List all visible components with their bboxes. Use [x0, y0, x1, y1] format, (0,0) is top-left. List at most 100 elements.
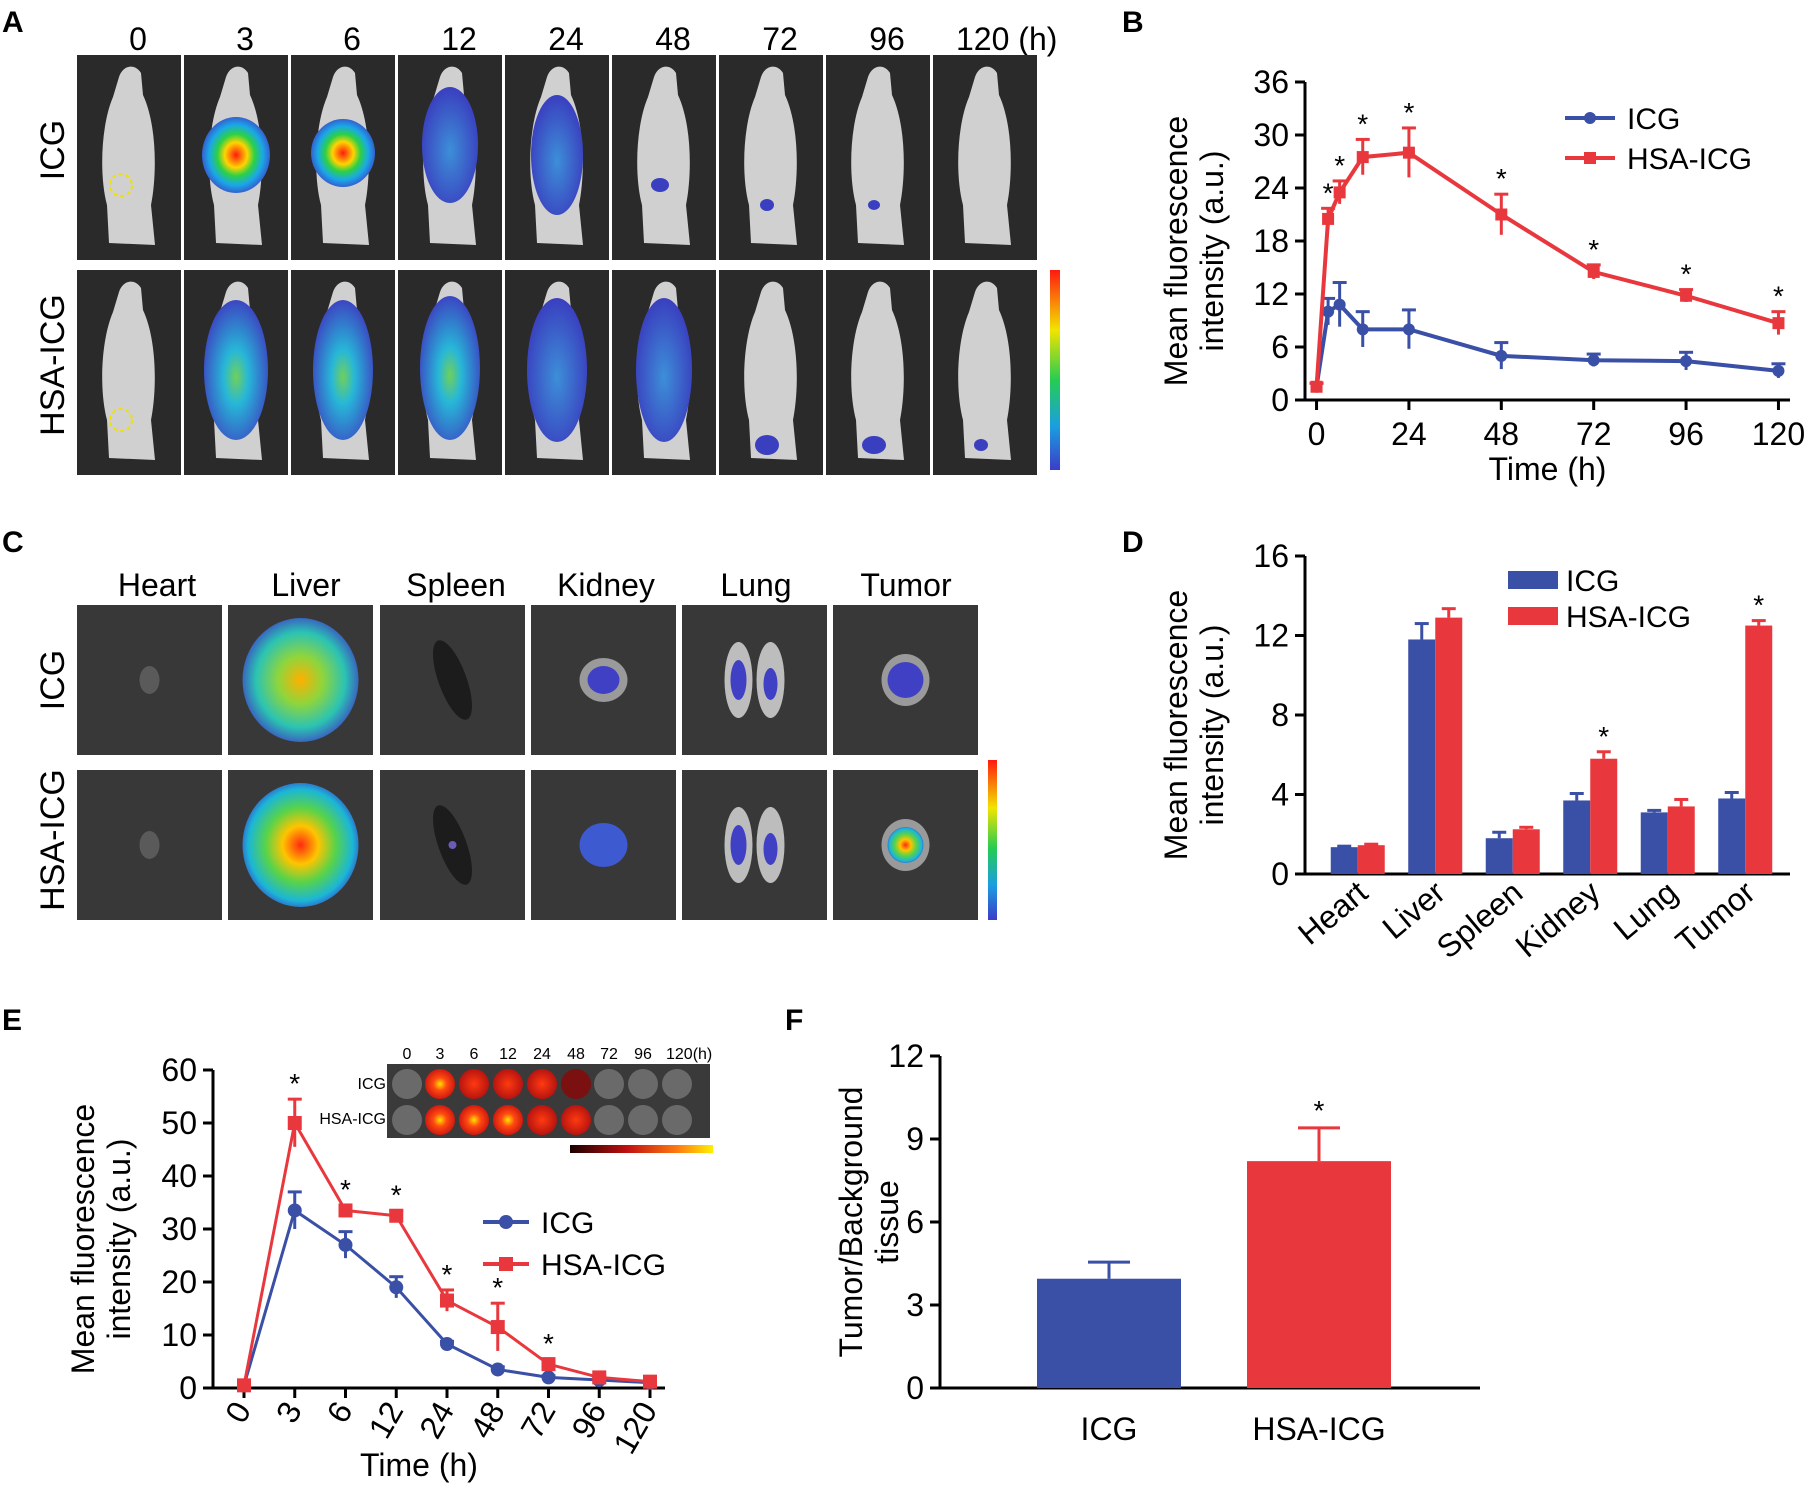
x-tick-label: 72 — [514, 1396, 563, 1445]
bar-hsa-icg — [1512, 829, 1540, 874]
data-point — [1333, 186, 1346, 199]
significance-star: * — [1598, 721, 1609, 752]
timepoint-label: 120 (h) — [956, 21, 1057, 57]
y-tick-label: 10 — [161, 1317, 197, 1353]
x-tick-label: 120 — [1752, 416, 1805, 452]
inset-timepoint: 3 — [436, 1046, 445, 1063]
inset-well — [594, 1069, 624, 1099]
y-tick-label: 40 — [161, 1158, 197, 1194]
chart-d-organ-biodistribution: 0 4 8 12 16 Mean fluorescenceintensity (a.u.)… — [1158, 538, 1790, 965]
mouse-silhouette — [851, 66, 904, 245]
fluorescence-signal — [202, 117, 270, 193]
inset-row-label-hsa-icg: HSA-ICG — [319, 1111, 386, 1128]
data-point — [287, 1116, 302, 1130]
inset-well — [594, 1105, 624, 1135]
organ-label: Tumor — [860, 567, 952, 603]
x-tick-label: 3 — [269, 1396, 309, 1429]
panel-a-timepoint-headers: 0 3 6 12 24 48 72 96 120 (h) — [129, 21, 1057, 57]
y-axis-label-line: intensity (a.u.) — [1194, 151, 1230, 352]
y-tick-label: 12 — [888, 1038, 924, 1074]
data-point — [1310, 380, 1323, 393]
inset-timepoint: 96 — [634, 1046, 652, 1063]
organ-image-tile — [682, 770, 827, 920]
fluorescence-signal — [730, 660, 747, 700]
fluorescence-spot — [760, 199, 774, 211]
fluorescence-signal — [531, 95, 583, 215]
y-axis-label-line: tissue — [869, 1180, 905, 1264]
fluorescence-spot — [755, 435, 779, 455]
data-point — [490, 1362, 505, 1377]
significance-star: * — [289, 1068, 300, 1099]
y-tick-label: 0 — [179, 1370, 197, 1406]
significance-star: * — [1323, 177, 1334, 208]
inset-timepoint: 24 — [533, 1046, 551, 1063]
organ-kidney — [579, 823, 628, 867]
timepoint-label: 6 — [343, 21, 361, 57]
timepoint-label: 3 — [236, 21, 254, 57]
data-point — [1587, 354, 1600, 367]
panel-a-tiles — [77, 55, 1037, 475]
legend-marker — [499, 1215, 513, 1229]
fluorescence-signal — [587, 666, 620, 694]
x-axis-label: Time (h) — [360, 1447, 478, 1483]
data-point — [1680, 355, 1693, 368]
y-tick-label: 18 — [1253, 223, 1289, 259]
data-point — [1772, 317, 1785, 330]
legend-swatch — [1508, 607, 1558, 625]
legend-label: HSA-ICG — [541, 1249, 666, 1282]
panel-label-d: D — [1122, 526, 1144, 559]
intensity-colorbar — [988, 760, 997, 920]
significance-star: * — [340, 1174, 351, 1205]
y-axis-label: Tumor/Backgroundtissue — [833, 1087, 905, 1358]
significance-star: * — [1588, 234, 1599, 265]
bar-icg — [1037, 1278, 1181, 1388]
fluorescence-signal — [887, 662, 924, 698]
fluorescence-spot — [448, 841, 457, 849]
organ-label: Heart — [118, 567, 196, 603]
mouse-silhouette — [851, 281, 904, 460]
inset-well — [561, 1069, 591, 1099]
y-axis-label-line: Mean fluorescence — [65, 1104, 101, 1374]
fluorescence-signal — [313, 300, 373, 440]
significance-star: * — [1403, 97, 1414, 128]
significance-star: * — [1496, 163, 1507, 194]
data-point — [643, 1374, 657, 1389]
x-tick-label: Tumor — [1669, 874, 1762, 960]
tumor-roi-circle — [109, 408, 133, 432]
bar-hsa-icg — [1667, 806, 1695, 874]
data-point — [1587, 265, 1600, 278]
data-point — [1402, 146, 1415, 159]
organ-liver-signal — [242, 783, 359, 907]
data-point — [1333, 298, 1346, 311]
bar-hsa-icg — [1357, 845, 1385, 874]
fluorescence-signal — [527, 298, 587, 442]
panel-label-c: C — [2, 526, 24, 559]
bar-icg — [1718, 798, 1746, 874]
legend-marker — [1584, 152, 1596, 164]
mouse-silhouette — [102, 281, 155, 460]
data-point — [1495, 208, 1508, 221]
significance-star: * — [1753, 590, 1764, 621]
mouse-silhouette — [102, 66, 155, 245]
row-label-icg: ICG — [34, 120, 72, 180]
y-axis-label: Mean fluorescenceintensity (a.u.) — [1158, 116, 1230, 386]
organ-label: Kidney — [557, 567, 655, 603]
bar-icg — [1485, 838, 1513, 874]
data-point — [338, 1203, 353, 1218]
inset-wells — [392, 1069, 692, 1135]
y-tick-label: 24 — [1253, 170, 1289, 206]
legend-label: ICG — [1627, 103, 1680, 136]
inset-well — [493, 1069, 523, 1099]
x-tick-label: 48 — [1484, 416, 1520, 452]
fluorescence-signal — [763, 833, 778, 865]
y-axis-label: Mean fluorescenceintensity (a.u.) — [65, 1104, 137, 1374]
fluorescence-spot — [974, 439, 988, 451]
y-axis-label: Mean fluorescenceintensity (a.u.) — [1158, 590, 1230, 860]
organ-heart — [139, 666, 160, 694]
bar-hsa-icg — [1590, 758, 1618, 874]
x-tick-label: Spleen — [1430, 874, 1529, 966]
y-tick-label: 0 — [1271, 856, 1289, 892]
fluorescence-signal — [311, 119, 375, 187]
organ-spleen — [433, 640, 472, 720]
